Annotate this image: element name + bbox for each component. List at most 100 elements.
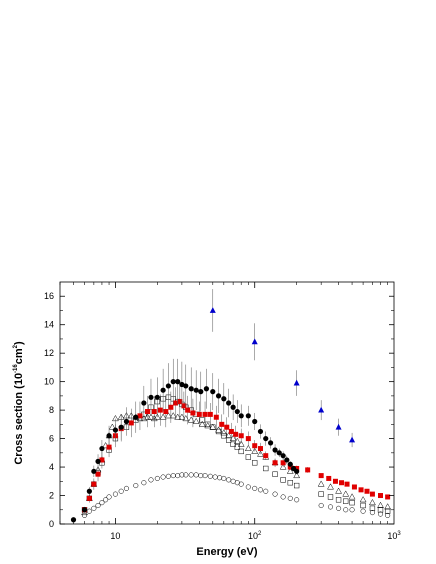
data-point (267, 440, 274, 446)
data-point (99, 445, 105, 452)
data-point (118, 488, 124, 494)
data-point (286, 467, 294, 474)
data-point (287, 495, 293, 501)
data-point (212, 474, 218, 480)
data-point (204, 422, 212, 429)
data-point (272, 460, 278, 466)
data-point (280, 460, 286, 466)
data-point (141, 480, 147, 486)
data-point (293, 482, 300, 489)
data-point (378, 493, 384, 499)
data-point (257, 446, 263, 452)
series-filled-circle (70, 358, 300, 523)
data-point (198, 389, 204, 395)
data-point (179, 472, 185, 478)
data-point (336, 505, 342, 511)
data-point (169, 412, 177, 419)
data-point (369, 491, 375, 497)
y-axis-label-exponent: -16 (13, 364, 19, 373)
data-point (327, 494, 334, 500)
data-point (128, 420, 134, 426)
y-axis-label-unit: cm (13, 348, 25, 364)
data-point (202, 473, 208, 479)
data-point (229, 434, 237, 442)
data-point (368, 498, 376, 506)
data-point (369, 505, 376, 511)
data-point (173, 400, 179, 406)
data-point (349, 507, 355, 513)
data-point (224, 424, 230, 430)
data-point (175, 379, 181, 385)
data-point (183, 472, 189, 478)
data-point (344, 481, 350, 487)
data-point (157, 407, 163, 413)
data-point (305, 467, 311, 473)
data-point (230, 478, 236, 484)
data-point (327, 483, 334, 490)
data-point (153, 413, 161, 420)
data-point (188, 472, 194, 478)
data-point (358, 487, 364, 493)
data-point (219, 421, 225, 427)
data-point (154, 475, 160, 481)
data-point (141, 400, 147, 406)
data-point (263, 465, 269, 472)
data-point (252, 443, 258, 449)
data-point (145, 409, 151, 415)
data-point (364, 488, 370, 494)
data-point (91, 481, 97, 487)
data-point (252, 485, 258, 491)
data-point (234, 480, 240, 486)
data-point (148, 477, 154, 483)
y-tick-label: 12 (44, 348, 54, 358)
data-point (178, 413, 186, 420)
data-point (317, 480, 325, 487)
x-tick-label: 10 (110, 531, 120, 541)
data-point (335, 497, 342, 503)
data-point (221, 433, 227, 439)
data-point (179, 381, 185, 388)
data-point (86, 495, 92, 501)
data-point (257, 487, 264, 493)
data-point (215, 393, 222, 399)
data-point (234, 408, 240, 415)
data-point (263, 488, 269, 494)
data-point (226, 437, 232, 443)
data-point (199, 417, 205, 423)
data-point (81, 512, 88, 519)
data-point (221, 475, 227, 481)
data-point (165, 473, 171, 479)
data-point (377, 501, 384, 508)
data-point (384, 508, 391, 514)
data-point (123, 485, 130, 491)
data-point (213, 414, 219, 420)
data-point (284, 457, 290, 463)
data-point (81, 507, 88, 513)
data-point (164, 412, 172, 419)
data-point (234, 444, 240, 450)
data-point (360, 508, 366, 514)
data-point (238, 448, 244, 455)
data-point (95, 458, 101, 464)
y-tick-label: 0 (49, 519, 54, 529)
plot-frame (59, 281, 395, 525)
data-point (318, 491, 324, 497)
data-point (318, 473, 324, 479)
x-tick-label-exponent: 2 (258, 531, 262, 537)
data-point (318, 406, 325, 413)
data-point (251, 447, 259, 454)
data-point (272, 491, 278, 497)
y-tick-label: 8 (49, 405, 54, 415)
data-point (293, 471, 301, 479)
data-point (148, 394, 154, 400)
data-point (108, 423, 116, 430)
data-point (137, 413, 143, 419)
data-point (238, 481, 244, 487)
data-point (151, 409, 157, 415)
data-point (70, 517, 77, 523)
data-point (294, 468, 300, 474)
data-point (257, 428, 264, 435)
data-point (185, 407, 191, 413)
data-point (182, 414, 190, 422)
data-point (377, 507, 384, 513)
